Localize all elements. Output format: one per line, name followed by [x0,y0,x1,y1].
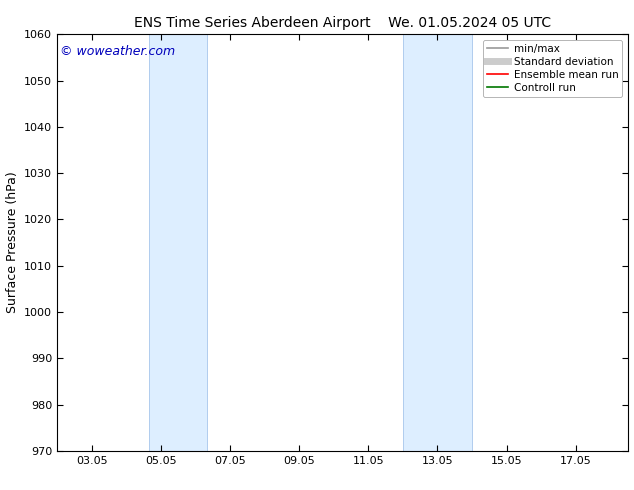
Legend: min/max, Standard deviation, Ensemble mean run, Controll run: min/max, Standard deviation, Ensemble me… [483,40,623,97]
Text: © woweather.com: © woweather.com [60,45,175,58]
Y-axis label: Surface Pressure (hPa): Surface Pressure (hPa) [6,172,18,314]
Bar [403,34,472,451]
Title: ENS Time Series Aberdeen Airport    We. 01.05.2024 05 UTC: ENS Time Series Aberdeen Airport We. 01.… [134,16,551,30]
Bar [149,34,207,451]
